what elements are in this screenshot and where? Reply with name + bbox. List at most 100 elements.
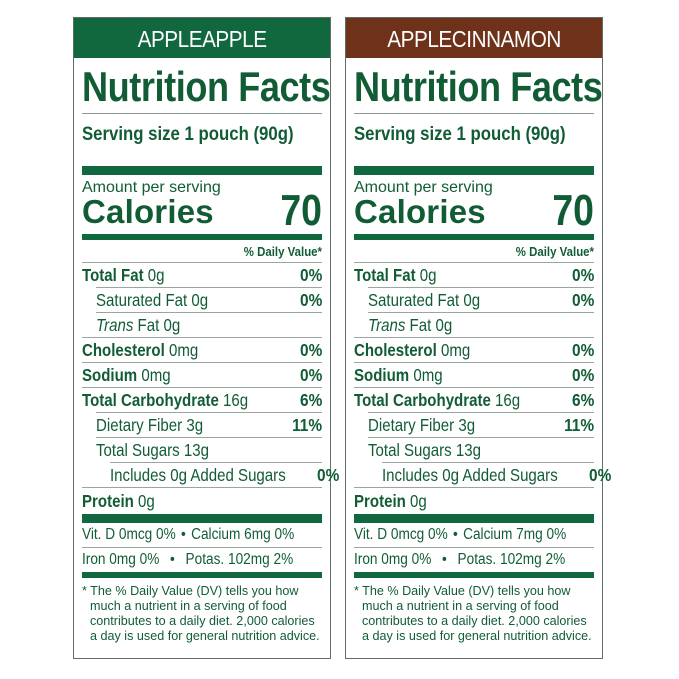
nutrient-amount: 0g [163,314,181,335]
nutrient-dv: 0% [299,339,322,360]
vitamin-right: Potas. 102mg 2% [457,551,566,568]
divider [82,113,322,114]
nutrient-row-total-carbohydrate: Total Carbohydrate 16g 6% [354,387,594,412]
vitamin-left: Vit. D 0mcg 0% [82,526,176,543]
thick-divider [82,514,322,523]
nutrient-amount: 3g [458,414,476,435]
nutrient-name: Total Carbohydrate [354,389,491,410]
nutrient-name: Cholesterol [354,339,437,360]
nutrient-name: Total Fat [354,264,416,285]
thick-divider [82,166,322,175]
calories-value: 70 [552,186,594,235]
nutrient-amount: 0mg [141,364,171,385]
vitamin-row: Iron 0mg 0% • Potas. 102mg 2% [354,547,594,572]
nutrient-row-total-fat: Total Fat 0g 0% [82,262,322,287]
medium-divider [354,234,594,240]
nutrient-row-cholesterol: Cholesterol 0mg 0% [82,337,322,362]
nutrient-name: Sodium [82,364,138,385]
nutrient-row-dietary-fiber: Dietary Fiber 3g 11% [368,412,594,437]
nutrient-dv: 0% [571,264,594,285]
nutrient-row-cholesterol: Cholesterol 0mg 0% [354,337,594,362]
nutrient-dv: 0% [299,264,322,285]
nutrient-amount: 0g [410,490,427,511]
calories-value: 70 [280,186,322,235]
nutrient-row-added-sugars: Includes 0g Added Sugars 0% [110,462,340,487]
nutrient-row-total-sugars: Total Sugars 13g [96,437,322,462]
nutrient-dv: 0% [299,289,322,310]
nutrient-row-sodium: Sodium 0mg 0% [354,362,594,387]
vitamin-left: Iron 0mg 0% [82,551,160,568]
bullet-separator: • [453,526,458,543]
nutrient-amount: 0mg [168,339,199,360]
nutrient-row-total-carbohydrate: Total Carbohydrate 16g 6% [82,387,322,412]
nutrient-amount: 13g [455,439,481,460]
nutrient-name: Fat [137,314,160,335]
nutrient-dv: 0% [589,464,612,485]
flavor-name: APPLECINNAMON [387,26,561,52]
nutrient-row-protein: Protein 0g [354,487,594,514]
nutrient-name: Dietary Fiber [96,414,183,435]
bullet-separator: • [442,551,447,568]
vitamin-left: Vit. D 0mcg 0% [354,526,448,543]
nutrient-name: Includes 0g Added Sugars [382,464,558,485]
daily-value-footnote: * The % Daily Value (DV) tells you how m… [82,584,320,643]
nutrient-amount: 0mg [440,339,471,360]
flavor-header-bar: APPLECINNAMON [346,18,602,58]
nutrient-dv: 0% [317,464,340,485]
nutrient-name-italic: Trans [96,314,134,335]
nutrient-amount: 0g [435,314,453,335]
nutrient-row-total-fat: Total Fat 0g 0% [354,262,594,287]
thick-divider [354,166,594,175]
calories-row: Calories 70 [82,186,322,235]
nutrient-amount: 0g [419,264,437,285]
medium-divider [82,234,322,240]
nutrient-row-protein: Protein 0g [82,487,322,514]
daily-value-header: % Daily Value* [243,244,322,259]
nutrient-name: Total Sugars [368,439,452,460]
medium-divider [82,572,322,578]
nutrient-row-dietary-fiber: Dietary Fiber 3g 11% [96,412,322,437]
nutrient-name: Fat [409,314,432,335]
nutrient-amount: 0g [138,490,155,511]
serving-size: Serving size 1 pouch (90g) [82,123,294,145]
nutrient-name-italic: Trans [368,314,406,335]
nutrient-row-total-sugars: Total Sugars 13g [368,437,594,462]
daily-value-header: % Daily Value* [515,244,594,259]
nutrition-panel-applecinnamon: APPLECINNAMON Nutrition Facts Serving si… [345,17,612,659]
nutrient-row-added-sugars: Includes 0g Added Sugars 0% [382,462,612,487]
nutrient-amount: 3g [186,414,204,435]
nutrient-dv: 11% [564,414,594,435]
vitamin-row: Iron 0mg 0% • Potas. 102mg 2% [82,547,322,572]
nutrient-amount: 0mg [413,364,443,385]
thick-divider [354,514,594,523]
nutrient-dv: 11% [292,414,322,435]
nutrient-amount: 0g [191,289,209,310]
nutrient-name: Cholesterol [82,339,165,360]
nutrient-dv: 0% [571,339,594,360]
flavor-header-bar: APPLEAPPLE [74,18,330,58]
nutrient-row-trans-fat: Trans Fat 0g [368,312,594,337]
nutrition-label: Nutrition Facts Serving size 1 pouch (90… [354,63,612,644]
nutrition-facts-title: Nutrition Facts [354,63,603,110]
nutrient-name: Dietary Fiber [368,414,455,435]
nutrient-dv: 0% [299,364,322,385]
serving-size: Serving size 1 pouch (90g) [354,123,566,145]
nutrient-name: Protein [354,490,406,511]
nutrient-dv: 6% [299,389,322,410]
vitamin-left: Iron 0mg 0% [354,551,432,568]
nutrition-panel-appleapple: APPLEAPPLE Nutrition Facts Serving size … [73,17,340,659]
flavor-name: APPLEAPPLE [137,26,267,52]
medium-divider [354,572,594,578]
nutrient-amount: 16g [223,389,249,410]
vitamin-right: Calcium 7mg 0% [463,526,567,543]
vitamin-right: Calcium 6mg 0% [191,526,295,543]
bullet-separator: • [170,551,175,568]
divider [354,113,594,114]
nutrient-amount: 0g [147,264,165,285]
nutrient-name: Includes 0g Added Sugars [110,464,286,485]
vitamin-row: Vit. D 0mcg 0% • Calcium 6mg 0% [82,523,322,547]
calories-row: Calories 70 [354,186,594,235]
amount-per-serving: Amount per serving [82,179,221,196]
nutrient-name: Total Sugars [96,439,180,460]
daily-value-footnote: * The % Daily Value (DV) tells you how m… [354,584,592,643]
